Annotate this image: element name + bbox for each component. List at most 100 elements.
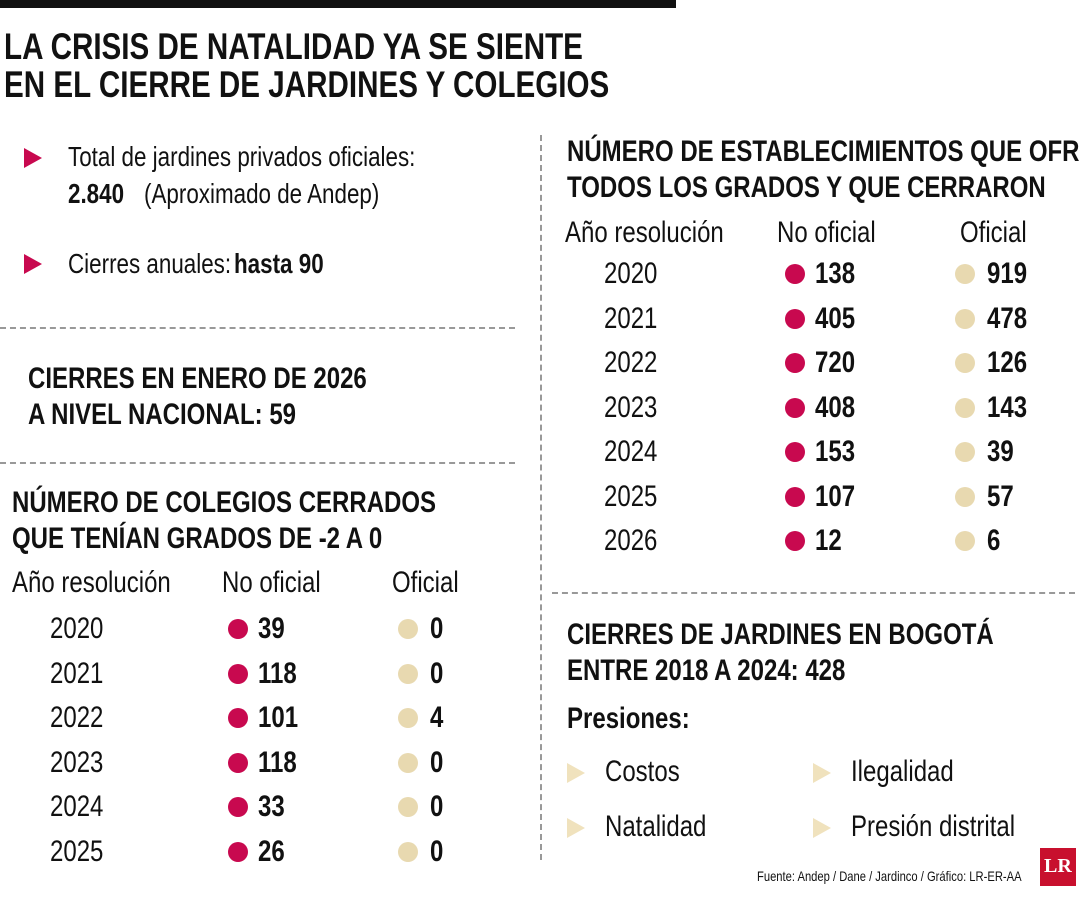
column-header: Año resolución — [12, 566, 171, 599]
dot — [785, 397, 805, 418]
fact-value: hasta 90 — [234, 248, 324, 279]
divider — [0, 327, 515, 329]
dot — [228, 708, 248, 728]
fact-value: 2.840 — [68, 178, 125, 209]
dot — [398, 841, 418, 862]
dot — [785, 308, 805, 329]
pressure-item: Costos — [605, 755, 680, 788]
value: 26 — [258, 834, 285, 868]
section-title: A NIVEL NACIONAL: 59 — [28, 398, 297, 431]
dot — [955, 353, 975, 373]
year: 2021 — [50, 656, 104, 690]
dot — [228, 841, 248, 862]
column-header: No oficial — [777, 216, 876, 249]
value: 6 — [987, 524, 1001, 557]
source: Fuente: Andep / Dane / Jardinco / Gráfic… — [757, 868, 1022, 884]
logo: LR — [1044, 855, 1072, 877]
column-header: Oficial — [960, 216, 1027, 249]
section-title: NÚMERO DE ESTABLECIMIENTOS QUE OFRECEN — [567, 135, 1080, 168]
value: 107 — [815, 479, 856, 513]
divider — [540, 135, 542, 860]
year: 2024 — [604, 435, 658, 468]
bullet-arrow — [24, 148, 42, 168]
value: 126 — [987, 346, 1028, 379]
year: 2020 — [50, 612, 104, 645]
dot — [228, 663, 248, 684]
year: 2022 — [50, 701, 104, 734]
value: 33 — [258, 790, 285, 823]
dot — [955, 531, 975, 551]
year: 2022 — [604, 346, 658, 379]
bullet-arrow — [567, 763, 585, 783]
column-header: No oficial — [222, 566, 321, 599]
bullet-arrow — [567, 818, 585, 838]
year: 2025 — [50, 834, 104, 868]
dot — [398, 619, 418, 639]
pressure-item: Natalidad — [605, 810, 707, 843]
dot — [785, 353, 805, 373]
value: 478 — [987, 301, 1028, 335]
value: 118 — [258, 745, 297, 779]
subtitle: Presiones: — [567, 702, 690, 735]
value: 0 — [430, 656, 444, 690]
year: 2023 — [604, 390, 658, 424]
value: 0 — [430, 790, 444, 823]
divider — [0, 462, 515, 464]
value: 39 — [258, 612, 285, 645]
dot — [785, 264, 805, 284]
value: 39 — [987, 435, 1014, 468]
value: 57 — [987, 479, 1014, 513]
value: 0 — [430, 834, 444, 868]
value: 118 — [258, 656, 297, 690]
dot — [785, 531, 805, 551]
value: 405 — [815, 301, 856, 335]
year: 2025 — [604, 479, 658, 513]
value: 720 — [815, 346, 856, 379]
year: 2023 — [50, 745, 104, 779]
value: 4 — [430, 701, 444, 734]
dot — [955, 264, 975, 284]
year: 2021 — [604, 301, 658, 335]
fact-label: Total de jardines privados oficiales: — [68, 141, 416, 172]
dot — [785, 442, 805, 462]
year: 2024 — [50, 790, 104, 823]
logo-box — [1040, 848, 1076, 886]
fact-note: (Aproximado de Andep) — [144, 178, 380, 209]
dot — [955, 442, 975, 462]
dot — [398, 797, 418, 817]
dot — [785, 486, 805, 507]
dot — [398, 663, 418, 684]
title: LA CRISIS DE NATALIDAD YA SE SIENTE — [4, 26, 583, 67]
section-title: CIERRES EN ENERO DE 2026 — [28, 362, 367, 395]
value: 138 — [815, 257, 856, 290]
pressure-item: Presión distrital — [851, 810, 1016, 843]
section-title: NÚMERO DE COLEGIOS CERRADOS — [12, 486, 437, 519]
section-title: ENTRE 2018 A 2024: 428 — [567, 654, 846, 687]
section-title: QUE TENÍAN GRADOS DE -2 A 0 — [12, 522, 383, 555]
section-title: CIERRES DE JARDINES EN BOGOTÁ — [567, 618, 994, 651]
column-header: Año resolución — [565, 216, 724, 249]
value: 12 — [815, 524, 842, 557]
dot — [398, 752, 418, 773]
value: 143 — [987, 390, 1028, 424]
bullet-arrow — [813, 818, 831, 838]
top-bar — [0, 0, 676, 8]
dot — [228, 619, 248, 639]
pressure-item: Ilegalidad — [851, 755, 954, 788]
dot — [398, 708, 418, 728]
value: 408 — [815, 390, 856, 424]
dot — [955, 486, 975, 507]
dot — [228, 752, 248, 773]
value: 0 — [430, 612, 444, 645]
dot — [228, 797, 248, 817]
value: 101 — [258, 701, 299, 734]
divider — [552, 592, 1075, 594]
column-header: Oficial — [392, 566, 459, 599]
section-title: TODOS LOS GRADOS Y QUE CERRARON — [567, 171, 1046, 204]
year: 2020 — [604, 257, 658, 290]
dot — [955, 397, 975, 418]
bullet-arrow — [24, 254, 42, 274]
title: EN EL CIERRE DE JARDINES Y COLEGIOS — [4, 64, 610, 105]
year: 2026 — [604, 524, 658, 557]
